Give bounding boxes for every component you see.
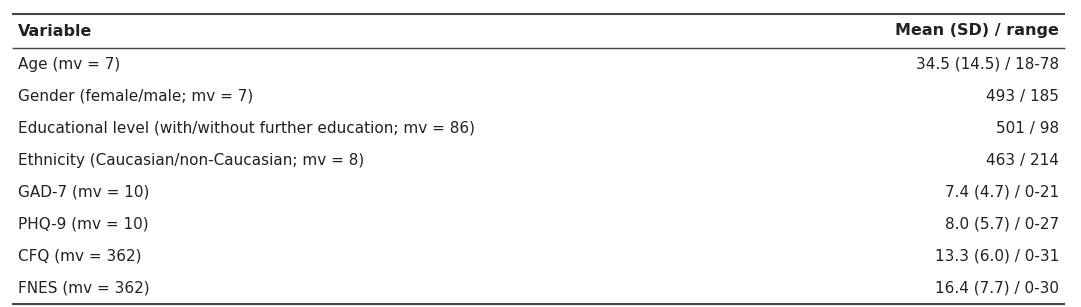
Text: 7.4 (4.7) / 0-21: 7.4 (4.7) / 0-21	[945, 185, 1059, 200]
Text: Age (mv = 7): Age (mv = 7)	[18, 56, 120, 72]
Text: 493 / 185: 493 / 185	[986, 88, 1059, 103]
Text: 34.5 (14.5) / 18-78: 34.5 (14.5) / 18-78	[916, 56, 1059, 72]
Text: Gender (female/male; mv = 7): Gender (female/male; mv = 7)	[18, 88, 253, 103]
Text: GAD-7 (mv = 10): GAD-7 (mv = 10)	[18, 185, 149, 200]
Text: 16.4 (7.7) / 0-30: 16.4 (7.7) / 0-30	[935, 281, 1059, 296]
Text: 501 / 98: 501 / 98	[996, 121, 1059, 135]
Text: Ethnicity (Caucasian/non-Caucasian; mv = 8): Ethnicity (Caucasian/non-Caucasian; mv =…	[18, 153, 364, 168]
Text: CFQ (mv = 362): CFQ (mv = 362)	[18, 248, 142, 263]
Text: PHQ-9 (mv = 10): PHQ-9 (mv = 10)	[18, 216, 148, 231]
Text: FNES (mv = 362): FNES (mv = 362)	[18, 281, 149, 296]
Text: 463 / 214: 463 / 214	[986, 153, 1059, 168]
Text: 13.3 (6.0) / 0-31: 13.3 (6.0) / 0-31	[935, 248, 1059, 263]
Text: Educational level (with/without further education; mv = 86): Educational level (with/without further …	[18, 121, 475, 135]
Text: 8.0 (5.7) / 0-27: 8.0 (5.7) / 0-27	[945, 216, 1059, 231]
Text: Variable: Variable	[18, 24, 92, 38]
Text: Mean (SD) / range: Mean (SD) / range	[895, 24, 1059, 38]
